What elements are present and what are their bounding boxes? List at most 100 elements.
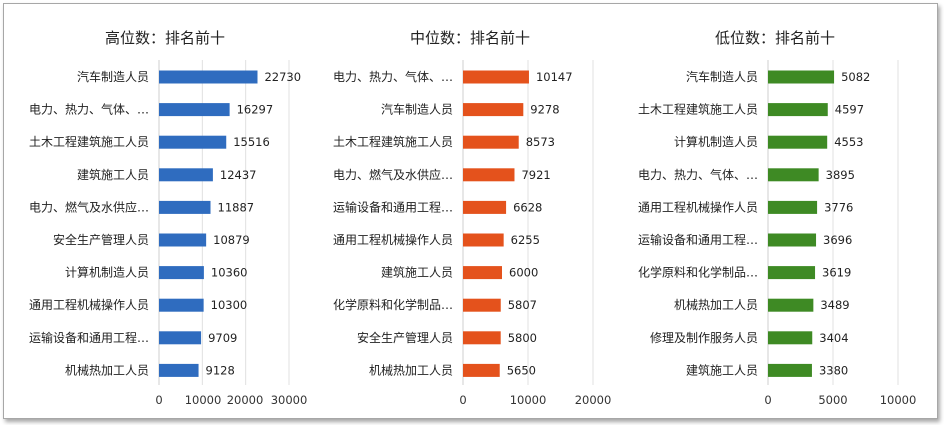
- chart-1-value-label: 16297: [237, 103, 274, 117]
- chart-3-value-label: 5082: [841, 70, 870, 84]
- chart-1-bar: [159, 70, 258, 84]
- chart-3-bar: [768, 363, 812, 377]
- chart-2-category-label: 安全生产管理人员: [357, 330, 453, 345]
- chart-3-value-label: 3380: [819, 363, 848, 377]
- chart-3-bar: [768, 200, 818, 214]
- chart-3-value-label: 3489: [820, 298, 849, 312]
- chart-2-bar: [463, 266, 502, 280]
- chart-2-category-label: 建筑施工人员: [381, 265, 453, 280]
- chart-3-bar: [768, 298, 814, 312]
- chart-2-bar: [463, 233, 504, 247]
- chart-2-value-label: 6255: [511, 233, 540, 247]
- chart-2-tick-label: 20000: [575, 393, 612, 407]
- chart-3-category-label: 汽车制造人员: [686, 69, 758, 84]
- chart-3-tick-label: 10000: [880, 393, 917, 407]
- chart-1-category-label: 电力、燃气及水供应…: [29, 199, 149, 214]
- chart-1-category-label: 计算机制造人员: [65, 265, 149, 280]
- chart-2-value-label: 9278: [530, 103, 559, 117]
- chart-1-tick-label: 30000: [271, 393, 308, 407]
- chart-3-value-label: 3404: [819, 331, 848, 345]
- chart-3-title: 低位数：排名前十: [715, 29, 835, 47]
- chart-2-bar: [463, 200, 507, 214]
- chart-2-bar: [463, 331, 501, 345]
- chart-3-value-label: 4597: [835, 103, 864, 117]
- chart-3-category-label: 电力、热力、气体、…: [638, 167, 758, 182]
- chart-1-value-label: 12437: [220, 168, 257, 182]
- chart-3-category-label: 土木工程建筑施工人员: [638, 102, 758, 117]
- chart-2-value-label: 8573: [526, 135, 555, 149]
- chart-1-value-label: 22730: [264, 70, 301, 84]
- chart-3-category-label: 建筑施工人员: [686, 362, 758, 377]
- chart-3-value-label: 3619: [822, 266, 851, 280]
- chart-3-value-label: 3696: [823, 233, 852, 247]
- chart-2-bar: [463, 363, 500, 377]
- chart-3-bar: [768, 233, 817, 247]
- chart-2-bar: [463, 70, 529, 84]
- chart-3-bar: [768, 331, 813, 345]
- chart-2-tick-label: 0: [459, 393, 466, 407]
- chart-2-category-label: 电力、热力、气体、…: [333, 69, 453, 84]
- chart-2-category-label: 通用工程机械操作人员: [333, 232, 453, 247]
- chart-2-bar: [463, 135, 519, 149]
- chart-1-category-label: 安全生产管理人员: [53, 232, 149, 247]
- chart-2-category-label: 土木工程建筑施工人员: [333, 134, 453, 149]
- chart-1-category-label: 运输设备和通用工程…: [29, 330, 149, 345]
- chart-2-value-label: 5800: [508, 331, 537, 345]
- chart-1-category-label: 建筑施工人员: [77, 167, 149, 182]
- chart-1-bar: [159, 200, 211, 214]
- chart-3-bar: [768, 168, 819, 182]
- chart-2-category-label: 机械热加工人员: [369, 362, 453, 377]
- chart-1-value-label: 9128: [206, 363, 235, 377]
- chart-1-bar: [159, 266, 204, 280]
- chart-1-bar: [159, 135, 227, 149]
- chart-2-title: 中位数：排名前十: [410, 29, 530, 47]
- chart-1-category-label: 汽车制造人员: [77, 69, 149, 84]
- chart-2-bar: [463, 298, 501, 312]
- chart-1-category-label: 通用工程机械操作人员: [29, 297, 149, 312]
- chart-1-value-label: 10360: [211, 266, 248, 280]
- chart-2-value-label: 5807: [508, 298, 537, 312]
- chart-1-bar: [159, 298, 204, 312]
- chart-2-value-label: 6628: [513, 200, 542, 214]
- chart-2-category-label: 运输设备和通用工程…: [333, 199, 453, 214]
- chart-1-bar: [159, 331, 202, 345]
- chart-3-category-label: 计算机制造人员: [674, 134, 758, 149]
- chart-2-value-label: 10147: [536, 70, 573, 84]
- chart-3-bar: [768, 70, 835, 84]
- chart-3-category-label: 通用工程机械操作人员: [638, 199, 758, 214]
- chart-3-category-label: 机械热加工人员: [674, 297, 758, 312]
- chart-1-bar: [159, 363, 199, 377]
- chart-1-bar: [159, 233, 207, 247]
- chart-1-title: 高位数：排名前十: [105, 29, 225, 47]
- chart-1-tick-label: 10000: [185, 393, 222, 407]
- chart-1-bar: [159, 168, 213, 182]
- chart-1-value-label: 9709: [208, 331, 237, 345]
- chart-2-category-label: 化学原料和化学制品…: [333, 297, 453, 312]
- chart-3-bar: [768, 266, 816, 280]
- chart-3-value-label: 3776: [824, 200, 853, 214]
- chart-1-tick-label: 20000: [227, 393, 264, 407]
- chart-3-category-label: 运输设备和通用工程…: [638, 232, 758, 247]
- chart-2-category-label: 汽车制造人员: [381, 102, 453, 117]
- chart-1-value-label: 10879: [213, 233, 250, 247]
- chart-3-tick-label: 5000: [818, 393, 847, 407]
- chart-2-tick-label: 10000: [510, 393, 547, 407]
- chart-3-bar: [768, 135, 828, 149]
- chart-3-value-label: 4553: [834, 135, 863, 149]
- chart-3-category-label: 化学原料和化学制品…: [638, 265, 758, 280]
- chart-1-category-label: 电力、热力、气体、…: [29, 102, 149, 117]
- chart-3-value-label: 3895: [826, 168, 855, 182]
- chart-2-bar: [463, 168, 515, 182]
- chart-2-bar: [463, 103, 524, 117]
- chart-1-value-label: 11887: [218, 200, 255, 214]
- chart-1-bar: [159, 103, 230, 117]
- chart-1-category-label: 土木工程建筑施工人员: [29, 134, 149, 149]
- chart-1-category-label: 机械热加工人员: [65, 362, 149, 377]
- chart-2-value-label: 5650: [507, 363, 536, 377]
- chart-3-bar: [768, 103, 828, 117]
- chart-1-tick-label: 0: [155, 393, 162, 407]
- chart-3-tick-label: 0: [764, 393, 771, 407]
- chart-3-category-label: 修理及制作服务人员: [650, 330, 758, 345]
- chart-2-category-label: 电力、燃气及水供应…: [333, 167, 453, 182]
